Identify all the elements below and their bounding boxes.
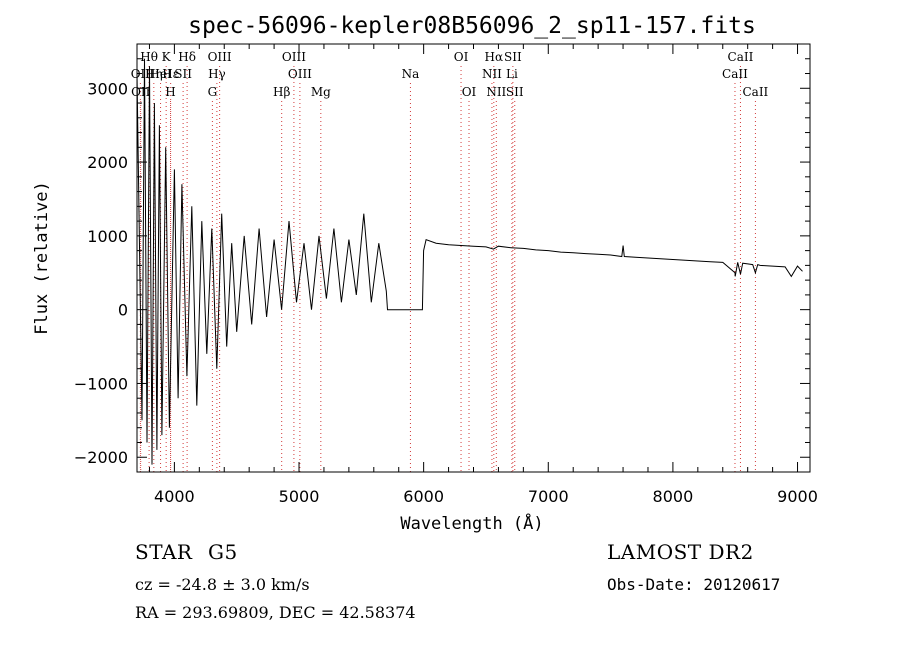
y-tick-label: −2000	[74, 448, 128, 467]
x-tick-label: 9000	[777, 487, 818, 506]
series-layer	[136, 58, 803, 465]
y-tick-label: 1000	[87, 227, 128, 246]
line-label: Na	[402, 67, 420, 81]
line-label: Hα	[485, 50, 504, 64]
x-axis-label: Wavelength (Å)	[400, 512, 543, 534]
line-label: Hγ	[208, 67, 226, 81]
y-tick-label: 2000	[87, 153, 128, 172]
line-label: Hθ	[140, 50, 158, 64]
survey-name: LAMOST DR2	[607, 540, 754, 564]
line-label: SII	[174, 67, 192, 81]
line-label: OIII	[208, 50, 232, 64]
redshift-cz: cz = -24.8 ± 3.0 km/s	[135, 575, 310, 594]
coordinates: RA = 293.69809, DEC = 42.58374	[135, 603, 416, 622]
line-label: OIII	[282, 50, 306, 64]
y-tick-label: 3000	[87, 79, 128, 98]
x-tick-label: 6000	[403, 487, 444, 506]
line-label: G	[208, 85, 218, 99]
line-label: OI	[454, 50, 469, 64]
plot-frame	[136, 43, 811, 473]
line-label: K	[162, 50, 172, 64]
line-label: Li	[506, 67, 518, 81]
line-label: OII	[131, 85, 151, 99]
x-tick-label: 5000	[279, 487, 320, 506]
line-label: Mg	[311, 85, 331, 99]
y-tick-label: −1000	[74, 374, 128, 393]
line-label: CaII	[728, 50, 754, 64]
spectrum-series-line	[136, 58, 803, 465]
y-tick-label: 0	[118, 301, 128, 320]
line-label: NII	[486, 85, 506, 99]
line-label: CaII	[742, 85, 768, 99]
line-label: CaII	[722, 67, 748, 81]
line-label: Hδ	[178, 50, 196, 64]
line-label: H	[165, 85, 175, 99]
line-label: SII	[506, 85, 524, 99]
axis-ticks: 4000 5000 6000 7000 8000 9000 −2000 −1000 0 1000 2…	[74, 44, 818, 506]
line-label: OIII	[288, 67, 312, 81]
x-tick-label: 8000	[653, 487, 694, 506]
line-label: Hβ	[273, 85, 290, 99]
line-label: NII	[482, 67, 502, 81]
line-label: SII	[504, 50, 522, 64]
subclass: G5	[208, 540, 238, 564]
line-label: OI	[462, 85, 477, 99]
object-class: STAR	[135, 540, 193, 564]
x-tick-label: 7000	[528, 487, 569, 506]
obs-date: Obs-Date: 20120617	[607, 575, 781, 594]
chart-title: spec-56096-kepler08B56096_2_sp11-157.fit…	[188, 13, 756, 39]
x-tick-label: 4000	[154, 487, 195, 506]
line-label: HeI	[149, 67, 172, 81]
y-axis-label: Flux (relative)	[32, 181, 52, 335]
